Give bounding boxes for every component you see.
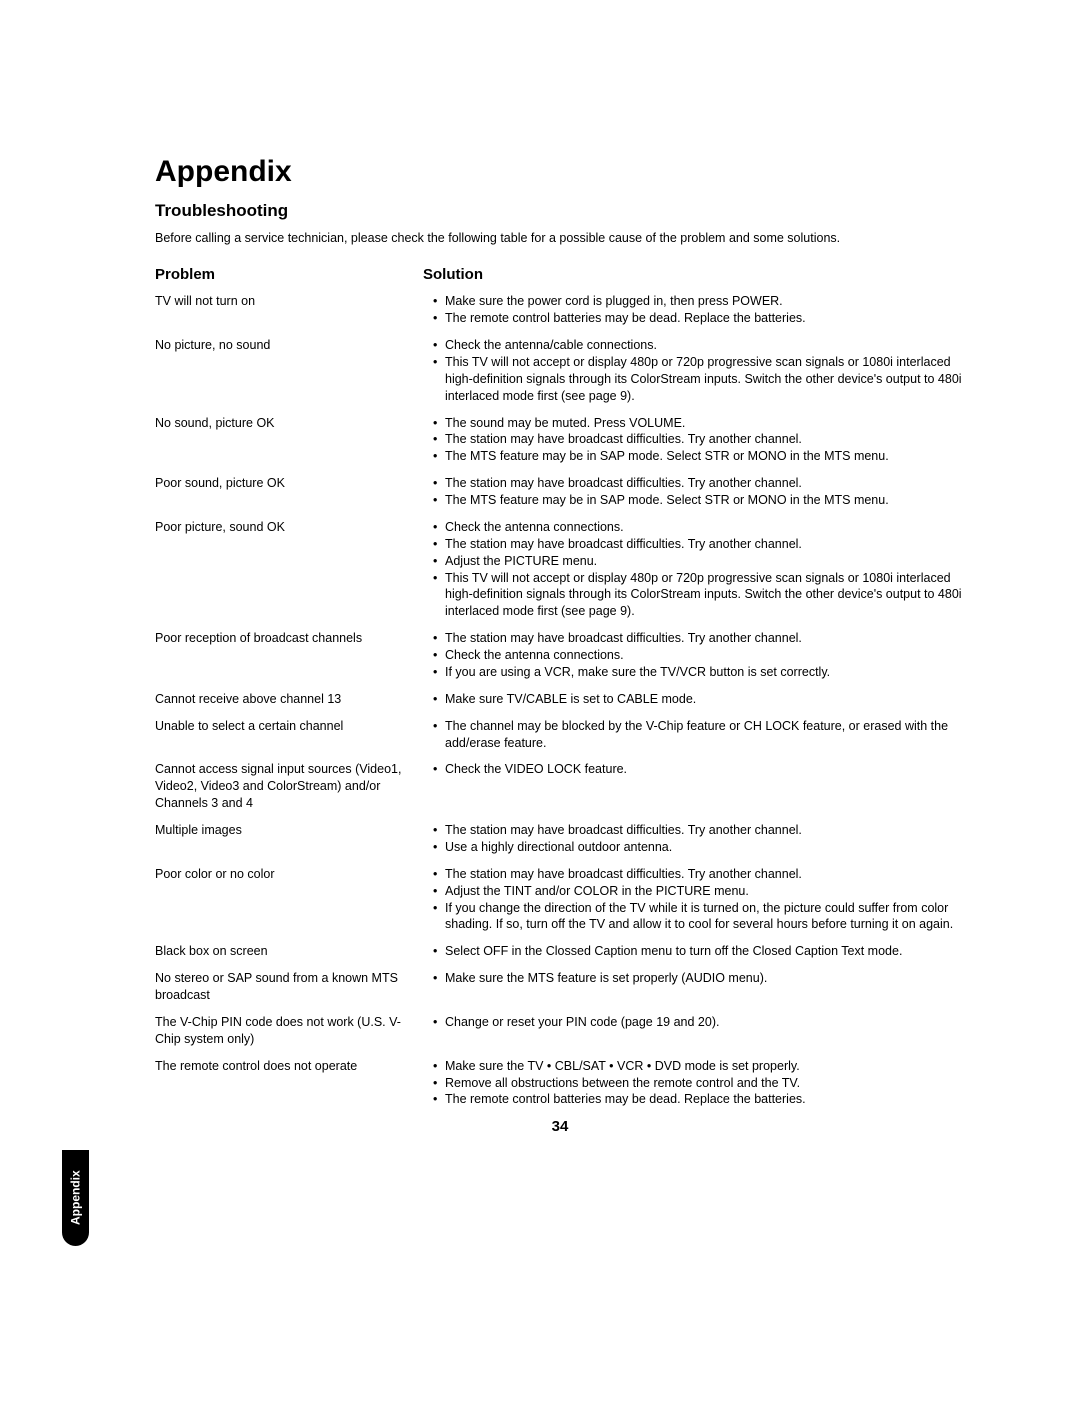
table-row: No picture, no soundCheck the antenna/ca… [155,337,965,405]
table-row: Poor color or no colorThe station may ha… [155,866,965,934]
solution-item: The station may have broadcast difficult… [433,866,965,883]
table-row: Cannot access signal input sources (Vide… [155,761,965,812]
solution-list: The station may have broadcast difficult… [433,866,965,934]
table-row: No sound, picture OKThe sound may be mut… [155,415,965,466]
solution-list: The station may have broadcast difficult… [433,630,965,681]
solution-list: Check the antenna/cable connections.This… [433,337,965,405]
problem-text: Poor color or no color [155,866,433,934]
problem-text: The V-Chip PIN code does not work (U.S. … [155,1014,433,1048]
solution-item: The sound may be muted. Press VOLUME. [433,415,965,432]
solution-item: Remove all obstructions between the remo… [433,1075,965,1092]
problem-text: No sound, picture OK [155,415,433,466]
table-row: Unable to select a certain channelThe ch… [155,718,965,752]
solution-list: Select OFF in the Clossed Caption menu t… [433,943,965,960]
column-header-row: Problem Solution [155,265,965,289]
page: Appendix Troubleshooting Before calling … [0,0,1080,1135]
solution-item: The station may have broadcast difficult… [433,475,965,492]
table-row: The remote control does not operateMake … [155,1058,965,1109]
solution-item: Make sure the power cord is plugged in, … [433,293,965,310]
solution-item: Check the antenna connections. [433,647,965,664]
solution-item: If you are using a VCR, make sure the TV… [433,664,965,681]
page-number: 34 [155,1118,965,1135]
solution-item: This TV will not accept or display 480p … [433,570,965,621]
solution-list: The station may have broadcast difficult… [433,475,965,509]
solution-item: Check the antenna connections. [433,519,965,536]
solution-item: Use a highly directional outdoor antenna… [433,839,965,856]
solution-item: Change or reset your PIN code (page 19 a… [433,1014,965,1031]
solution-list: The sound may be muted. Press VOLUME.The… [433,415,965,466]
solution-list: Make sure TV/CABLE is set to CABLE mode. [433,691,965,708]
solution-item: The remote control batteries may be dead… [433,310,965,327]
problem-text: Unable to select a certain channel [155,718,433,752]
solution-item: The remote control batteries may be dead… [433,1091,965,1108]
solution-item: Select OFF in the Clossed Caption menu t… [433,943,965,960]
intro-text: Before calling a service technician, ple… [155,231,965,245]
section-title: Troubleshooting [155,201,965,221]
solution-item: The station may have broadcast difficult… [433,536,965,553]
solution-list: The station may have broadcast difficult… [433,822,965,856]
problem-text: TV will not turn on [155,293,433,327]
solution-item: The channel may be blocked by the V-Chip… [433,718,965,752]
problem-text: Multiple images [155,822,433,856]
solution-item: The station may have broadcast difficult… [433,822,965,839]
solution-item: Make sure TV/CABLE is set to CABLE mode. [433,691,965,708]
problem-text: Cannot access signal input sources (Vide… [155,761,433,812]
solution-list: Make sure the TV • CBL/SAT • VCR • DVD m… [433,1058,965,1109]
solution-item: Make sure the TV • CBL/SAT • VCR • DVD m… [433,1058,965,1075]
table-row: No stereo or SAP sound from a known MTS … [155,970,965,1004]
solution-item: The MTS feature may be in SAP mode. Sele… [433,492,965,509]
page-title: Appendix [155,155,965,189]
table-row: Multiple imagesThe station may have broa… [155,822,965,856]
solution-item: If you change the direction of the TV wh… [433,900,965,934]
table-row: Poor sound, picture OKThe station may ha… [155,475,965,509]
side-tab-appendix: Appendix [62,1150,89,1246]
problem-text: Cannot receive above channel 13 [155,691,433,708]
solution-item: The MTS feature may be in SAP mode. Sele… [433,448,965,465]
solution-item: Make sure the MTS feature is set properl… [433,970,965,987]
solution-item: Adjust the TINT and/or COLOR in the PICT… [433,883,965,900]
table-row: Poor reception of broadcast channelsThe … [155,630,965,681]
solution-item: Adjust the PICTURE menu. [433,553,965,570]
solution-item: Check the antenna/cable connections. [433,337,965,354]
solution-item: This TV will not accept or display 480p … [433,354,965,405]
problem-text: No stereo or SAP sound from a known MTS … [155,970,433,1004]
troubleshooting-table: TV will not turn onMake sure the power c… [155,293,965,1108]
solution-list: The channel may be blocked by the V-Chip… [433,718,965,752]
table-row: The V-Chip PIN code does not work (U.S. … [155,1014,965,1048]
problem-text: No picture, no sound [155,337,433,405]
solution-list: Change or reset your PIN code (page 19 a… [433,1014,965,1048]
solution-item: Check the VIDEO LOCK feature. [433,761,965,778]
solution-item: The station may have broadcast difficult… [433,431,965,448]
problem-header: Problem [155,265,423,285]
solution-header: Solution [423,265,483,285]
problem-text: Black box on screen [155,943,433,960]
table-row: TV will not turn onMake sure the power c… [155,293,965,327]
solution-list: Check the VIDEO LOCK feature. [433,761,965,812]
solution-list: Check the antenna connections.The statio… [433,519,965,620]
problem-text: Poor reception of broadcast channels [155,630,433,681]
table-row: Poor picture, sound OKCheck the antenna … [155,519,965,620]
table-row: Cannot receive above channel 13Make sure… [155,691,965,708]
problem-text: The remote control does not operate [155,1058,433,1109]
problem-text: Poor picture, sound OK [155,519,433,620]
table-row: Black box on screenSelect OFF in the Clo… [155,943,965,960]
solution-list: Make sure the MTS feature is set properl… [433,970,965,1004]
problem-text: Poor sound, picture OK [155,475,433,509]
solution-list: Make sure the power cord is plugged in, … [433,293,965,327]
solution-item: The station may have broadcast difficult… [433,630,965,647]
